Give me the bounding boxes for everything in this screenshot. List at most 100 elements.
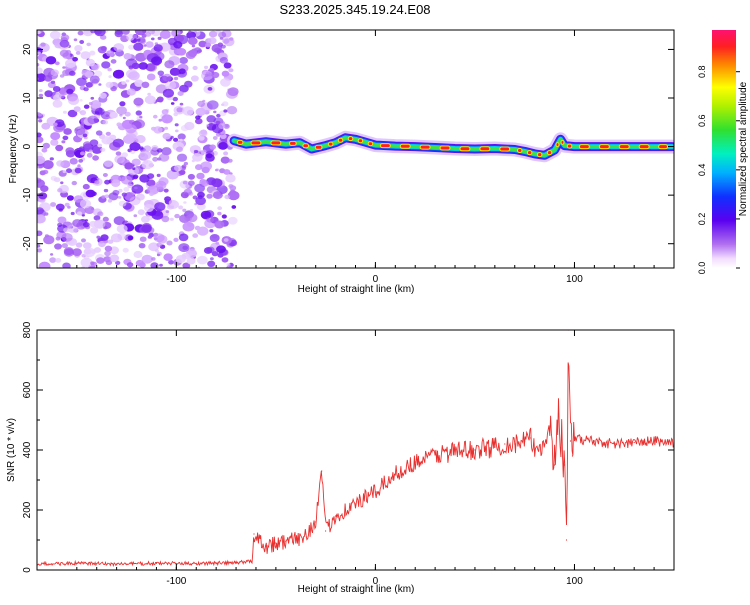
noise-blob: [193, 149, 199, 154]
noise-blob: [139, 236, 147, 242]
noise-blob: [38, 192, 48, 200]
noise-blob: [168, 199, 177, 206]
noise-blob: [147, 92, 151, 96]
noise-blob: [222, 38, 230, 44]
noise-blob: [86, 42, 91, 47]
noise-blob: [104, 179, 111, 185]
noise-blob: [108, 75, 112, 78]
snr-point: [633, 441, 635, 444]
noise-blob: [50, 139, 59, 146]
noise-blob: [92, 155, 99, 161]
noise-blob: [37, 248, 43, 253]
noise-blob: [37, 230, 43, 237]
noise-blob: [187, 37, 198, 45]
noise-blob: [41, 148, 48, 153]
noise-blob: [62, 135, 69, 141]
noise-blob: [57, 216, 67, 224]
noise-blob: [55, 203, 65, 211]
colorbar-tick-label: 0.4: [697, 164, 707, 177]
noise-blob: [207, 260, 216, 267]
noise-blob: [114, 30, 123, 38]
noise-blob: [37, 30, 41, 35]
snr-point: [565, 539, 568, 541]
noise-blob: [170, 102, 175, 105]
noise-blob: [94, 107, 105, 116]
noise-blob: [37, 136, 44, 144]
noise-blob: [145, 32, 152, 37]
noise-blob: [80, 257, 93, 268]
signal-peak: [460, 147, 470, 151]
y-tick-label: 0: [22, 143, 33, 149]
noise-blob: [107, 67, 112, 72]
noise-blob: [206, 115, 216, 123]
noise-blob: [111, 179, 121, 187]
noise-blob: [63, 128, 72, 135]
noise-blob: [215, 30, 221, 34]
noise-blob: [96, 235, 101, 239]
snr-frame: [36, 329, 675, 571]
noise-blob: [151, 56, 163, 66]
noise-blob: [89, 139, 99, 147]
noise-blob: [181, 252, 190, 260]
noise-blob: [101, 136, 112, 145]
noise-blob: [109, 254, 120, 263]
noise-blob: [112, 189, 120, 196]
snr-point: [454, 450, 456, 453]
noise-blob: [49, 257, 57, 263]
noise-blob: [126, 88, 136, 96]
figure-title: S233.2025.345.19.24.E08: [279, 2, 430, 17]
noise-blob: [70, 211, 75, 216]
noise-blob: [54, 61, 60, 66]
snr-point: [325, 530, 327, 532]
noise-blob: [95, 130, 103, 136]
noise-blob: [151, 210, 164, 220]
noise-blob: [131, 184, 144, 194]
noise-blob: [50, 132, 61, 141]
signal-peak: [328, 142, 333, 146]
noise-blob: [76, 77, 87, 87]
noise-blob: [136, 38, 141, 42]
noise-blob: [215, 241, 220, 245]
noise-blob: [116, 122, 122, 127]
noise-blob: [156, 96, 164, 102]
noise-blob: [200, 161, 213, 171]
colorbar-tick-label: 0.0: [697, 262, 707, 275]
noise-blob: [173, 41, 183, 49]
noise-blob: [116, 106, 127, 115]
noise-blob: [90, 227, 99, 234]
noise-blob: [155, 180, 167, 190]
noise-blob: [128, 44, 135, 50]
noise-blob: [226, 265, 233, 268]
noise-blob: [80, 51, 91, 60]
noise-blob: [126, 262, 134, 268]
noise-blob: [123, 187, 130, 192]
noise-blob: [71, 180, 78, 186]
noise-blob: [204, 65, 209, 70]
snr-point: [569, 440, 572, 442]
noise-blob: [97, 143, 103, 148]
noise-blob: [53, 177, 61, 183]
noise-blob: [190, 208, 193, 212]
noise-blob: [174, 123, 179, 127]
colorbar-gradient: [712, 30, 736, 268]
noise-blob: [194, 183, 206, 193]
snr-point: [514, 443, 516, 445]
noise-blob: [211, 44, 222, 53]
noise-blob: [139, 243, 144, 247]
noise-blob: [78, 146, 85, 151]
noise-blob: [42, 160, 54, 170]
noise-blob: [179, 102, 184, 106]
snr-point: [251, 560, 253, 562]
noise-blob: [149, 192, 154, 197]
noise-blob: [37, 62, 40, 67]
noise-blob: [79, 110, 87, 116]
noise-blob: [158, 118, 163, 122]
noise-blob: [206, 246, 215, 253]
signal-peak: [440, 146, 450, 150]
noise-blob: [104, 245, 113, 252]
noise-blob: [179, 138, 183, 142]
noise-blob: [197, 100, 206, 107]
noise-blob: [38, 89, 43, 93]
noise-blob: [182, 208, 187, 212]
